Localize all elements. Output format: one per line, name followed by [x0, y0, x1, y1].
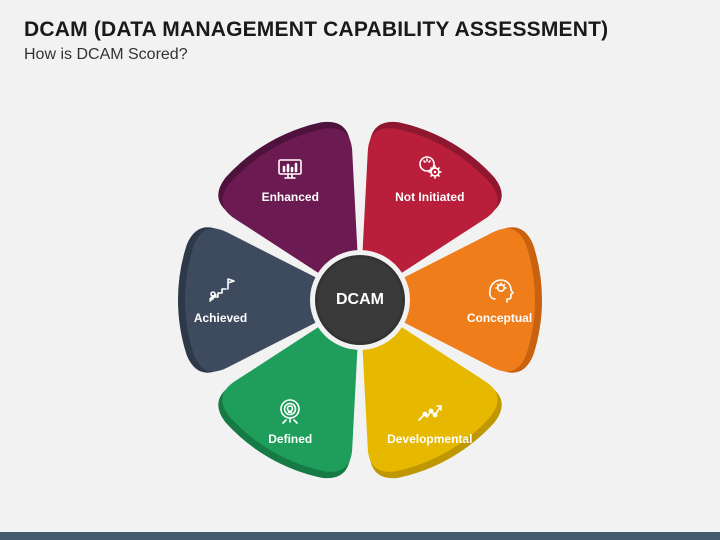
petal-content: Defined	[240, 387, 340, 455]
head-idea-icon	[485, 275, 515, 305]
growth-arrow-icon	[415, 396, 445, 426]
target-bulb-icon	[275, 396, 305, 426]
petal-label: Enhanced	[262, 190, 319, 204]
petal-label: Conceptual	[467, 311, 532, 325]
center-hub-label: DCAM	[336, 291, 384, 309]
header: DCAM (DATA MANAGEMENT CAPABILITY ASSESSM…	[0, 0, 720, 70]
petal-label: Achieved	[194, 311, 247, 325]
petal-label: Defined	[268, 432, 312, 446]
page-subtitle: How is DCAM Scored?	[24, 46, 696, 64]
petal-content: Conceptual	[450, 266, 550, 334]
center-hub: DCAM	[315, 255, 405, 345]
monitor-chart-icon	[275, 154, 305, 184]
petal-label: Not Initiated	[395, 190, 464, 204]
petal-content: Enhanced	[240, 145, 340, 213]
petal-content: Developmental	[380, 387, 480, 455]
petal-content: Achieved	[171, 266, 271, 334]
petal-label: Developmental	[387, 432, 472, 446]
climb-flag-icon	[206, 275, 236, 305]
petal-content: Not Initiated	[380, 145, 480, 213]
radial-chart: Not Initiated Conceptual Developmental D…	[0, 80, 720, 520]
page-title: DCAM (DATA MANAGEMENT CAPABILITY ASSESSM…	[24, 18, 696, 42]
lightbulb-gear-icon	[415, 154, 445, 184]
accent-bar	[0, 532, 720, 540]
